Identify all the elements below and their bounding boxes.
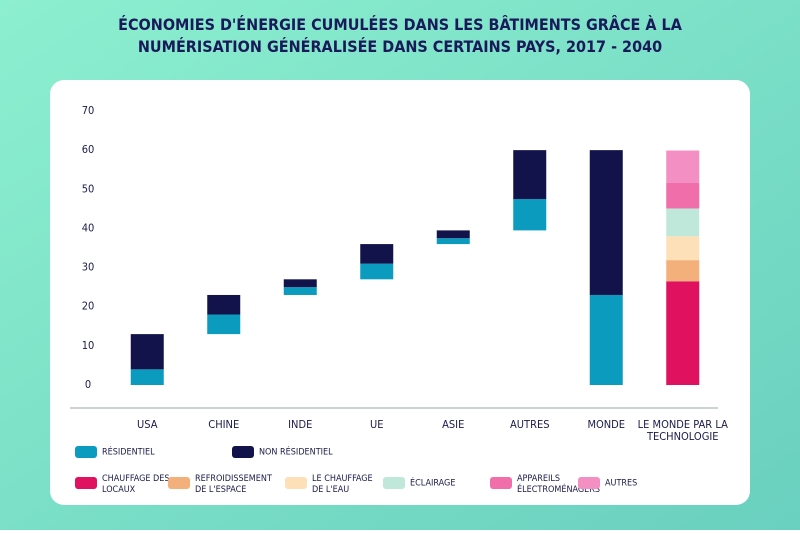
y-tick-label: 70 <box>82 104 95 117</box>
bar-segment <box>436 238 470 245</box>
x-tick-label: AUTRES <box>510 418 549 431</box>
y-tick-label: 50 <box>82 182 95 195</box>
legend-swatch <box>490 477 512 489</box>
bar-segment <box>666 182 700 209</box>
bar-segment <box>283 279 317 288</box>
legend-label: RÉSIDENTIEL <box>102 446 155 458</box>
bar-segment <box>589 294 623 385</box>
legend-swatch <box>383 477 405 489</box>
legend-swatch <box>232 446 254 458</box>
legend-swatch <box>75 477 97 489</box>
bar-segment <box>666 208 700 237</box>
bar-segment <box>436 230 470 239</box>
bar-segment <box>207 314 241 335</box>
y-tick-label: 0 <box>85 378 91 391</box>
bar-segment <box>666 150 700 183</box>
legend-swatch <box>285 477 307 489</box>
legend-swatch <box>75 446 97 458</box>
x-tick-label: INDE <box>288 418 312 431</box>
x-tick-label: LE MONDE PAR LA TECHNOLOGIE <box>638 418 728 443</box>
bar-segment <box>360 263 394 280</box>
y-tick-label: 10 <box>82 339 95 352</box>
bar-segment <box>513 199 547 231</box>
card <box>50 80 750 505</box>
x-tick-label: MONDE <box>587 418 625 431</box>
x-tick-label: USA <box>137 418 158 431</box>
legend-label: REFROIDISSEMENT DE L'ESPACE <box>195 474 272 495</box>
legend-label: NON RÉSIDENTIEL <box>259 446 333 458</box>
bar-segment <box>283 287 317 295</box>
legend-swatch <box>168 477 190 489</box>
x-tick-label: ASIE <box>442 418 464 431</box>
y-tick-label: 40 <box>82 221 95 234</box>
bar-segment <box>130 334 164 370</box>
bar-segment <box>360 244 394 264</box>
bar-segment <box>207 294 241 315</box>
y-tick-label: 60 <box>82 143 95 156</box>
legend-label: ÉCLAIRAGE <box>410 477 455 489</box>
legend-label: CHAUFFAGE DES LOCAUX <box>102 474 170 495</box>
y-tick-label: 20 <box>82 300 95 313</box>
legend-label: AUTRES <box>605 479 637 489</box>
bar-segment <box>130 369 164 385</box>
bar-segment <box>513 150 547 200</box>
chart-title: ÉCONOMIES D'ÉNERGIE CUMULÉES DANS LES BÂ… <box>118 15 683 56</box>
y-tick-label: 30 <box>82 261 95 274</box>
bar-segment <box>666 281 700 385</box>
bar-segment <box>589 150 623 295</box>
bar-segment <box>666 236 700 261</box>
x-tick-label: CHINE <box>208 418 239 431</box>
legend-label: LE CHAUFFAGE DE L'EAU <box>312 474 373 495</box>
bar-segment <box>666 260 700 282</box>
legend-swatch <box>578 477 600 489</box>
x-tick-label: UE <box>370 418 384 431</box>
